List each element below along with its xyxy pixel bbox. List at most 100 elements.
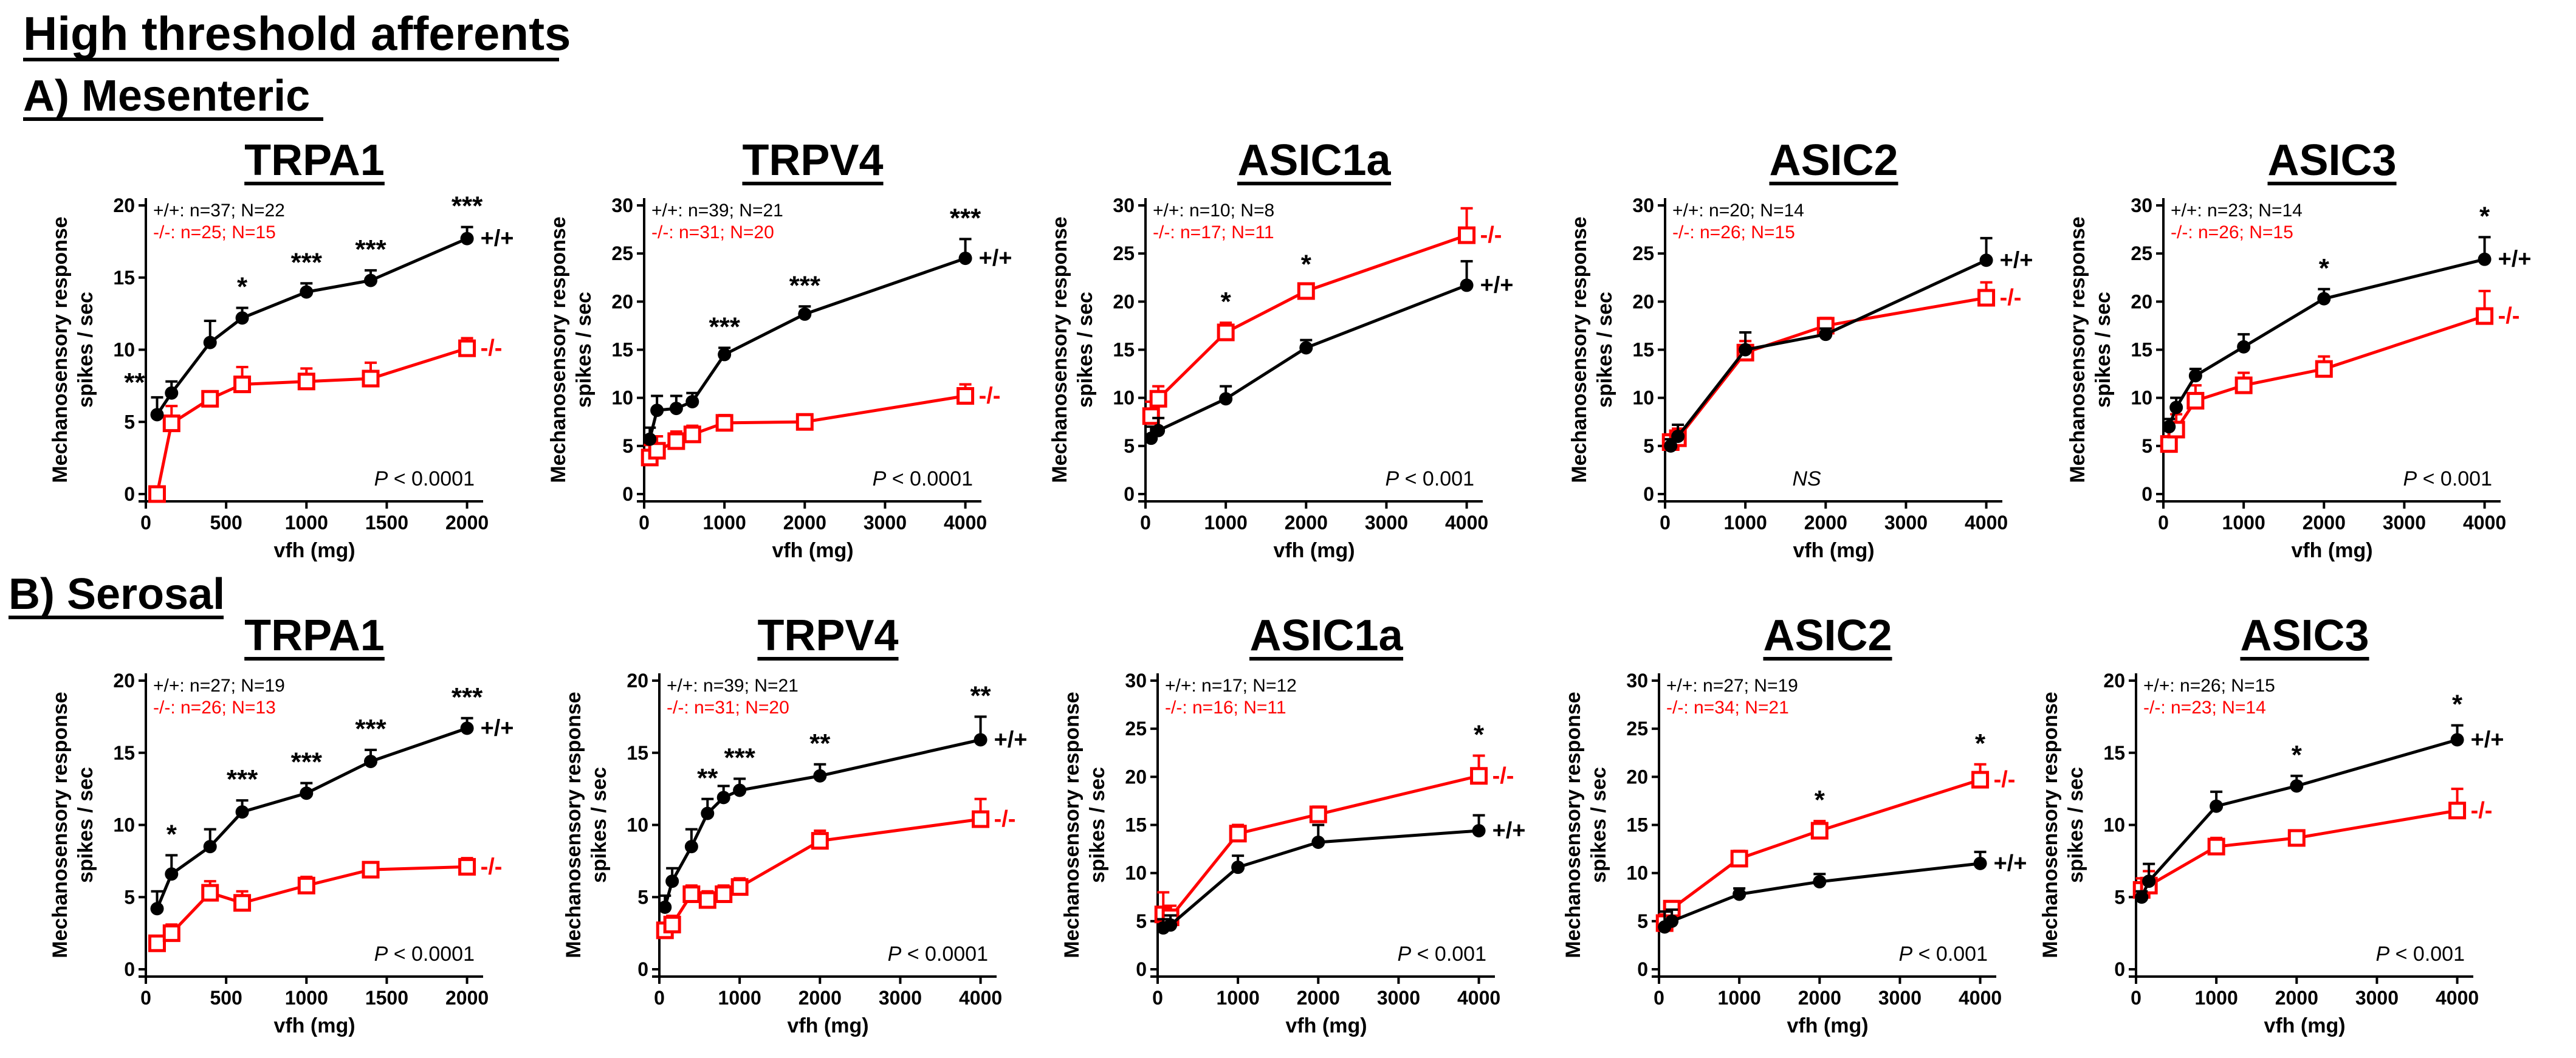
x-tick-label: 3000 [1365,512,1408,534]
data-point [2476,307,2494,325]
data-point [364,755,377,768]
y-tick-label: 5 [124,411,135,433]
chart-panel-4: ASIC2 0 5 10 15 20 25 30 0 1000 2000 3000 4000 vfh (m… [1568,136,2033,562]
data-point [2162,420,2176,434]
y-tick-label: 0 [1124,483,1135,505]
n-annotation-wt: +/+: n=23; N=14 [2171,201,2303,221]
x-tick-label: 3000 [1884,512,1928,534]
y-axis-label-line: spikes / sec [1593,292,1616,408]
data-point [715,885,733,903]
p-value-symbol: P [2403,467,2417,490]
x-axis-label: vfh (mg) [2291,539,2372,562]
data-point [2234,376,2253,394]
data-point [162,924,180,943]
data-point [2169,400,2183,414]
p-value-symbol: P [374,467,388,490]
data-point [974,733,987,747]
y-tick-label: 5 [2114,886,2125,908]
data-point [1299,341,1313,355]
x-tick-label: 2000 [1798,987,1841,1009]
x-tick-label: 2000 [783,512,826,534]
chart-title: TRPA1 [244,611,385,660]
y-tick-label: 30 [1626,670,1648,692]
n-annotation-ko: -/-: n=31; N=20 [667,698,789,718]
y-tick-label: 25 [1113,242,1135,264]
x-tick-label: 4000 [1445,512,1488,534]
x-axis-label: vfh (mg) [273,539,355,562]
chart-title: ASIC2 [1769,136,1898,185]
n-annotation-ko: -/-: n=16; N=11 [1165,698,1286,718]
y-tick-label: 25 [1632,242,1654,264]
data-point [1472,824,1486,837]
x-tick-label: 0 [140,987,151,1009]
x-tick-label: 3000 [2355,987,2399,1009]
x-tick-label: 2000 [445,512,489,534]
data-point [684,840,698,854]
x-tick-label: 0 [2131,987,2142,1009]
data-point [165,386,179,400]
x-tick-label: 500 [210,987,242,1009]
series-wt: +/+ [2135,724,2504,904]
y-tick-label: 15 [1632,339,1654,361]
y-axis-label-line: Mechanosensory response [1568,216,1591,483]
x-tick-label: 0 [1152,987,1163,1009]
significance-marker: * [2479,201,2490,231]
y-tick-label: 0 [124,483,135,505]
data-point [165,867,179,881]
data-point [2448,802,2467,820]
y-tick-label: 10 [113,339,135,361]
data-point [682,885,701,903]
data-point [364,273,377,287]
x-tick-label: 1000 [718,987,761,1009]
y-tick-label: 5 [1136,910,1147,932]
data-point [1671,430,1685,443]
y-axis-label-line: Mechanosensory response [1060,692,1084,958]
data-point [648,442,666,460]
data-point [715,414,733,432]
y-axis-label-line: spikes / sec [74,767,97,883]
series-line [2167,258,2485,428]
series-label: +/+ [481,226,514,252]
p-value: P < 0.0001 [873,467,973,490]
chart-title: TRPV4 [757,611,898,660]
data-point [1297,282,1315,300]
y-tick-label: 10 [627,814,648,836]
chart-title: ASIC3 [2240,611,2369,660]
series-wt: +/+ [1144,259,1514,445]
series-label: -/- [2471,798,2493,823]
data-point [1231,860,1245,874]
data-point [300,786,314,800]
data-point [730,878,749,896]
data-point [669,402,683,416]
x-tick-label: 4000 [1959,987,2002,1009]
x-axis-label: vfh (mg) [787,1014,868,1037]
n-annotation-ko: -/-: n=17; N=11 [1153,222,1274,242]
y-axis-label: Mechanosensory response spikes / sec [49,216,97,483]
x-tick-label: 2000 [445,987,489,1009]
n-annotation-wt: +/+: n=39; N=21 [667,676,799,696]
chart-panel-1: TRPA1 0 5 10 15 20 0 500 1000 1500 2000 vfh (mg) Mec… [49,136,514,562]
chart-panel-3: ASIC1a 0 5 10 15 20 25 30 0 1000 2000 3000 4000 vfh (… [1048,136,1514,562]
y-tick-label: 10 [1626,862,1648,884]
n-annotation-ko: -/-: n=31; N=20 [651,222,774,242]
data-point [650,404,664,417]
data-point [685,395,699,408]
y-axis-label-line: Mechanosensory response [49,216,72,483]
data-point [1470,767,1488,785]
data-point [1733,887,1747,901]
series-line [1669,258,1987,447]
data-point [1229,825,1247,843]
p-value-symbol: P [873,467,887,490]
y-tick-label: 30 [1113,194,1135,216]
series-ko: -/- [148,335,502,503]
x-tick-label: 2000 [1804,512,1847,534]
y-axis-label: Mechanosensory response spikes / sec [49,692,97,958]
chart-title: ASIC1a [1249,611,1403,660]
x-tick-label: 2000 [2303,512,2346,534]
data-point [2210,799,2224,813]
series-label: +/+ [994,727,1028,752]
x-tick-label: 3000 [1878,987,1922,1009]
series-wt: +/+ [150,225,514,422]
x-tick-label: 0 [140,512,151,534]
